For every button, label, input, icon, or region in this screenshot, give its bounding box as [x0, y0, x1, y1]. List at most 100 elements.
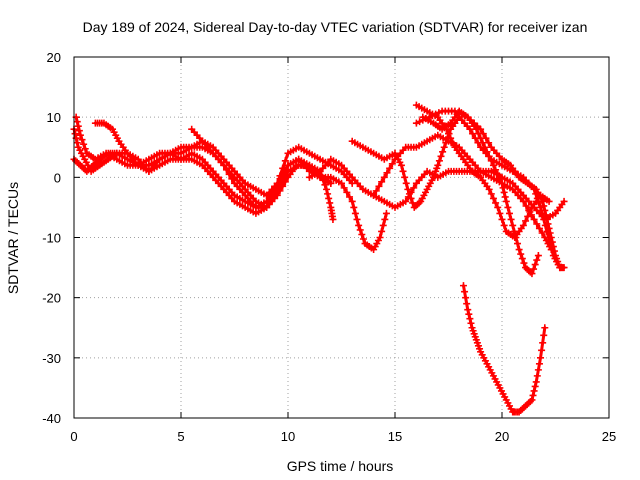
trace-marker: [487, 190, 495, 198]
data-point-marker: [519, 197, 527, 205]
data-point-marker: [472, 125, 480, 133]
trace-marker: [281, 167, 289, 175]
trace-marker: [494, 170, 502, 178]
trace-marker: [407, 194, 415, 202]
trace-marker: [492, 166, 500, 174]
trace-marker: [383, 169, 391, 177]
trace-marker: [512, 234, 520, 241]
trace-marker: [78, 136, 86, 144]
data-point-marker: [412, 119, 420, 127]
data-point-marker: [515, 246, 523, 254]
trace-marker: [531, 382, 539, 390]
x-tick-label: 20: [495, 429, 509, 444]
trace-marker: [467, 319, 475, 327]
data-point-marker: [502, 197, 510, 205]
trace-marker: [410, 184, 418, 192]
data-point-marker: [541, 324, 549, 332]
trace-marker: [533, 372, 541, 380]
trace-marker: [548, 238, 556, 246]
trace-marker: [540, 202, 548, 210]
trace-marker: [549, 243, 557, 251]
y-axis-title: SDTVAR / TECUs: [5, 182, 21, 294]
trace-marker: [353, 215, 361, 223]
trace-marker: [545, 224, 553, 232]
data-point-marker: [539, 197, 547, 205]
data-point-marker: [532, 378, 540, 386]
trace-marker: [281, 157, 289, 165]
data-point-marker: [355, 221, 363, 229]
data-point-marker: [528, 396, 536, 404]
y-tick-label: 20: [47, 50, 61, 65]
trace-marker: [462, 294, 470, 302]
trace-marker: [225, 170, 233, 178]
y-tick-label: 10: [47, 110, 61, 125]
trace-marker: [271, 190, 279, 198]
axis-ticks: 0 5 10 15 20 25 -40 -30 -20 -10 0 10 20: [42, 50, 616, 444]
data-point-marker: [498, 179, 506, 187]
data-point-marker: [382, 209, 390, 217]
data-point-marker: [464, 306, 472, 314]
trace-marker: [445, 130, 452, 138]
trace-marker: [222, 166, 230, 174]
data-point-marker: [338, 179, 345, 187]
trace-marker: [359, 235, 367, 243]
data-point-marker: [459, 282, 467, 290]
x-tick-label: 25: [602, 429, 616, 444]
data-point-marker: [545, 197, 553, 205]
trace-marker: [325, 194, 333, 202]
trace-marker: [538, 229, 546, 237]
trace-marker: [498, 215, 506, 223]
series-arc-4: [91, 119, 356, 199]
trace-marker: [520, 259, 528, 267]
trace-marker: [228, 175, 236, 183]
data-point-marker: [440, 143, 448, 151]
data-point-marker: [560, 197, 568, 205]
x-tick-label: 5: [177, 429, 184, 444]
trace-marker: [487, 157, 495, 165]
data-point-marker: [494, 203, 502, 211]
trace-marker: [530, 387, 538, 395]
trace-marker: [514, 240, 522, 248]
x-axis-title: GPS time / hours: [287, 458, 394, 474]
trace-marker: [530, 265, 538, 273]
x-tick-label: 15: [388, 429, 402, 444]
trace-marker: [81, 145, 89, 153]
data-series-layer: [70, 101, 568, 416]
series-arc-12: [459, 282, 549, 416]
data-point-marker: [489, 161, 497, 169]
data-point-marker: [76, 131, 84, 139]
data-point-marker: [404, 185, 412, 193]
trace-marker: [526, 208, 534, 216]
chart-title: Day 189 of 2024, Sidereal Day-to-day VTE…: [83, 19, 588, 35]
trace-marker: [372, 187, 380, 195]
trace-marker: [378, 178, 386, 186]
y-tick-label: -30: [42, 351, 61, 366]
trace-marker: [71, 130, 79, 138]
trace-marker: [544, 220, 552, 228]
trace-marker: [533, 256, 541, 264]
trace-marker: [500, 188, 508, 196]
series-arc-7: [348, 113, 564, 272]
trace-marker: [546, 229, 554, 237]
trace-marker: [541, 206, 549, 214]
trace-marker: [381, 215, 389, 223]
trace-marker: [449, 139, 457, 147]
x-tick-label: 0: [70, 429, 77, 444]
trace-marker: [542, 211, 550, 219]
trace-marker: [463, 300, 471, 308]
data-point-marker: [530, 215, 538, 223]
trace-marker: [447, 134, 455, 142]
trace-marker: [388, 160, 396, 168]
trace-marker: [80, 140, 88, 148]
y-tick-label: -40: [42, 411, 61, 426]
trace-marker: [483, 148, 491, 156]
trace-marker: [379, 221, 387, 229]
trace-marker: [399, 167, 407, 175]
y-tick-label: 0: [54, 170, 61, 185]
trace-marker: [268, 194, 276, 202]
data-point-marker: [543, 215, 551, 223]
data-point-marker: [481, 143, 489, 151]
trace-marker: [437, 152, 445, 160]
trace-marker: [321, 181, 329, 189]
trace-marker: [340, 184, 348, 192]
